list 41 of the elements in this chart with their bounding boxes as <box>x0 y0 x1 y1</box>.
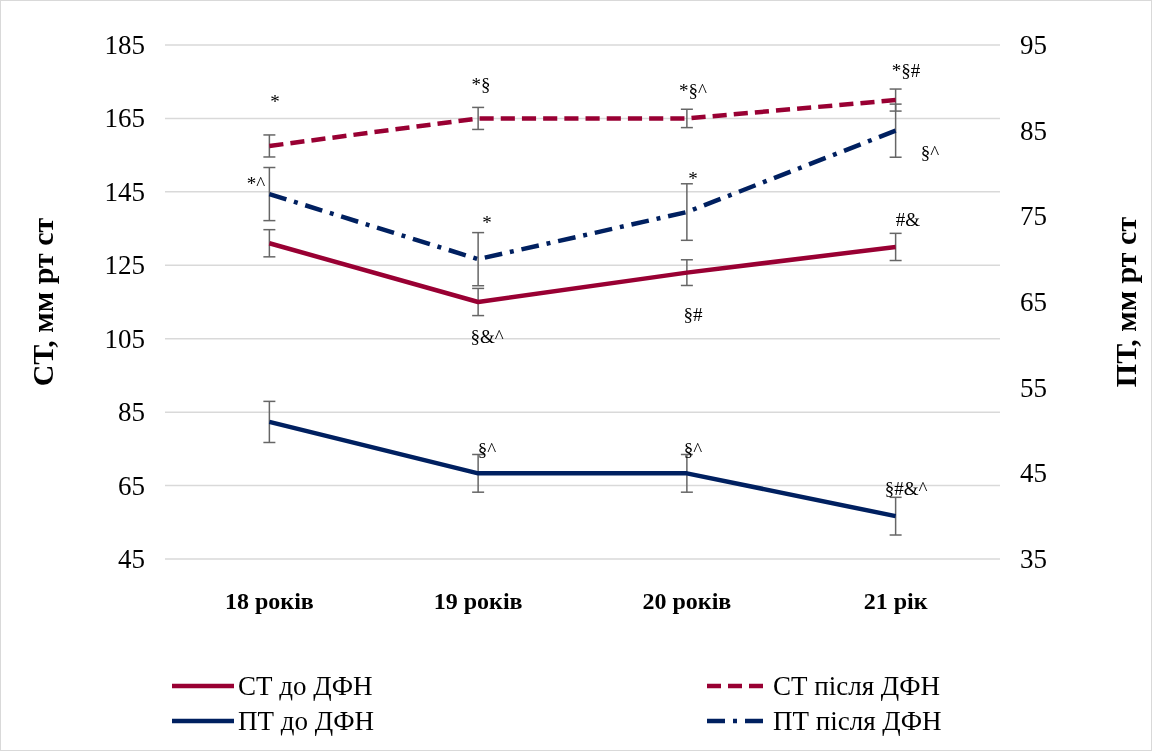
x-tick-label: 18 років <box>224 588 314 614</box>
y2-tick-label: 65 <box>1020 287 1047 317</box>
y-tick-label: 45 <box>118 544 145 574</box>
annotation: * <box>688 167 698 189</box>
annotation: §^ <box>920 141 940 163</box>
y-tick-label: 145 <box>104 176 145 207</box>
line-series <box>267 241 898 305</box>
annotation: §^ <box>683 438 703 460</box>
annotation: §&^ <box>470 325 504 347</box>
y2-tick-label: 85 <box>1020 115 1047 146</box>
y-tick-label: 85 <box>118 397 145 428</box>
y-tick-label: 125 <box>104 250 145 281</box>
y2-tick-label: 95 <box>1020 30 1047 60</box>
y-tick-label: 185 <box>104 30 145 60</box>
annotation: §#&^ <box>884 477 928 499</box>
annotation: * <box>482 211 492 233</box>
y2-tick-label: 75 <box>1020 201 1047 232</box>
legend-label: ПТ після ДФН <box>773 706 942 736</box>
y2-axis-title: ПТ, мм рт ст <box>1108 216 1142 388</box>
line-series <box>267 128 898 262</box>
annotation: *§# <box>891 59 921 81</box>
annotation: §^ <box>477 438 497 460</box>
annotation: *§^ <box>679 79 708 101</box>
x-tick-label: 19 років <box>433 588 523 614</box>
y-tick-label: 105 <box>104 323 145 354</box>
annotation: §# <box>683 303 703 325</box>
y2-tick-label: 35 <box>1020 544 1047 574</box>
y-tick-label: 165 <box>104 103 145 134</box>
y-axis-title: СТ, мм рт ст <box>25 217 59 387</box>
annotation: *^ <box>246 172 266 194</box>
x-tick-label: 21 рік <box>863 588 928 614</box>
y2-tick-label: 55 <box>1020 372 1047 403</box>
annotation: #& <box>895 208 921 230</box>
legend-label: СТ після ДФН <box>773 671 941 701</box>
y2-tick-label: 45 <box>1020 458 1047 489</box>
annotation: * <box>270 90 280 112</box>
x-tick-label: 20 років <box>642 588 732 614</box>
annotation: *§ <box>471 73 491 95</box>
legend-label: ПТ до ДФН <box>238 706 374 736</box>
legend-label: СТ до ДФН <box>238 671 373 701</box>
y-tick-label: 65 <box>118 470 145 501</box>
